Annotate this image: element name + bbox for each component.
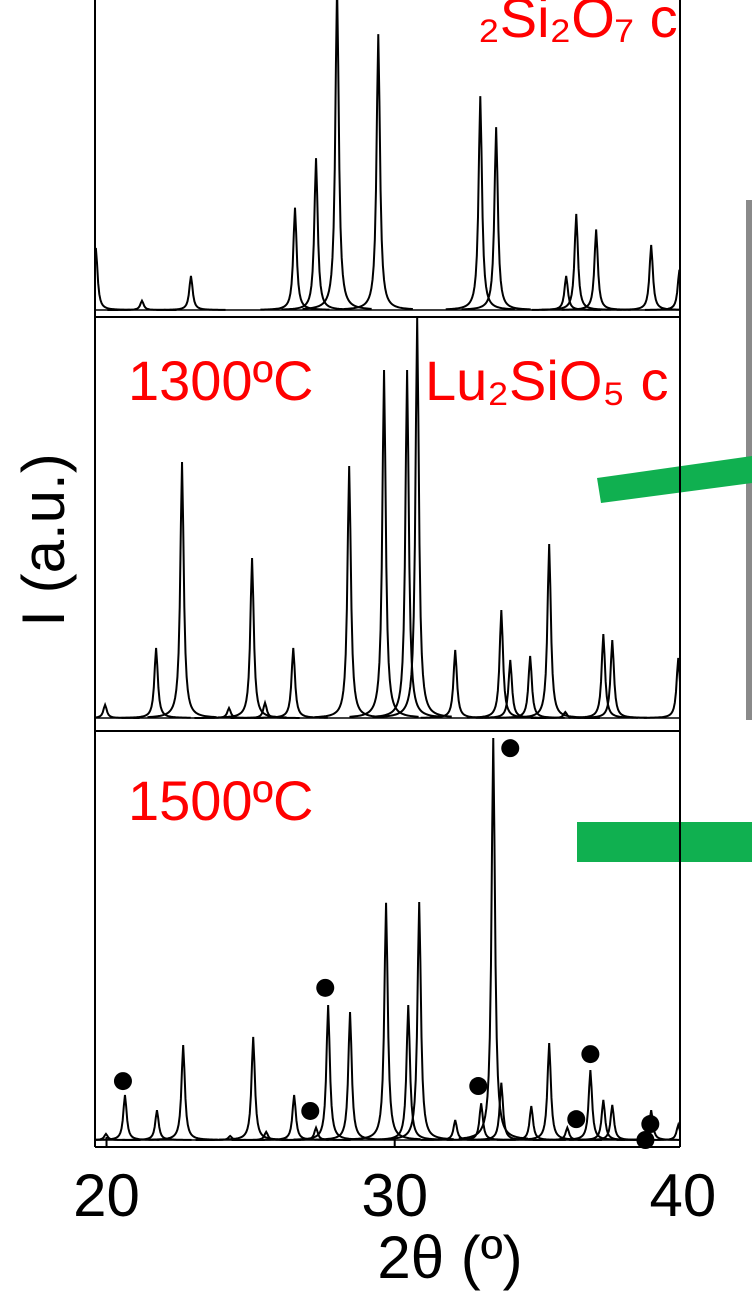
peak [382, 317, 452, 718]
peak [420, 649, 490, 719]
x-tick-label: 40 [650, 1162, 717, 1229]
peak [616, 244, 680, 311]
y-axis-label: I (a.u.) [10, 453, 77, 626]
phase-marker [501, 739, 520, 758]
panel-title: 1500ºC [128, 769, 313, 832]
peak [568, 633, 638, 719]
phase-marker [581, 1045, 600, 1064]
peak [531, 275, 601, 311]
peak [514, 543, 584, 719]
panel [95, 737, 680, 1141]
phase-marker [567, 1110, 586, 1129]
phase-marker [301, 1101, 320, 1120]
peak [314, 465, 384, 719]
panel [95, 0, 680, 311]
peak [281, 1124, 351, 1141]
x-tick-label: 20 [73, 1162, 140, 1229]
panel-title: 1300ºC [128, 349, 313, 412]
phase-marker [113, 1072, 132, 1091]
peak [643, 657, 680, 719]
peak [349, 369, 419, 718]
peak [260, 207, 330, 311]
peak [372, 369, 442, 718]
peak [466, 609, 536, 719]
peak [95, 1094, 160, 1141]
peak [343, 34, 413, 311]
green-arrow [577, 822, 752, 862]
peak [230, 699, 300, 719]
phase-marker [636, 1131, 655, 1149]
peak [577, 639, 647, 719]
panel-subtitle: Lu₂SiO₅ c [425, 349, 669, 412]
peak [217, 557, 287, 719]
panel-title: ₂Si₂O₇ c [478, 0, 678, 49]
peak [147, 461, 217, 719]
peak [616, 1109, 680, 1141]
green-arrow [597, 456, 752, 503]
peak [218, 1036, 288, 1141]
peak [541, 213, 611, 311]
peak [258, 647, 328, 719]
peak [445, 96, 515, 311]
peak [95, 701, 140, 719]
peak [121, 647, 191, 719]
peak [293, 1004, 363, 1141]
peak [315, 1011, 385, 1141]
panel [95, 317, 680, 719]
peak [644, 269, 680, 311]
peak [384, 901, 454, 1141]
peak [446, 1103, 516, 1141]
peak [643, 1121, 680, 1141]
peak [156, 275, 226, 311]
peak [461, 127, 531, 311]
peak [122, 1109, 192, 1141]
x-axis-label: 2θ (º) [377, 1224, 522, 1291]
peak [281, 158, 351, 311]
phase-marker [469, 1077, 488, 1096]
x-tick-label: 30 [361, 1162, 428, 1229]
peak [458, 737, 528, 1140]
phase-marker [316, 978, 335, 997]
frame [94, 0, 681, 1148]
peak [351, 902, 421, 1141]
phase-marker [641, 1115, 660, 1134]
